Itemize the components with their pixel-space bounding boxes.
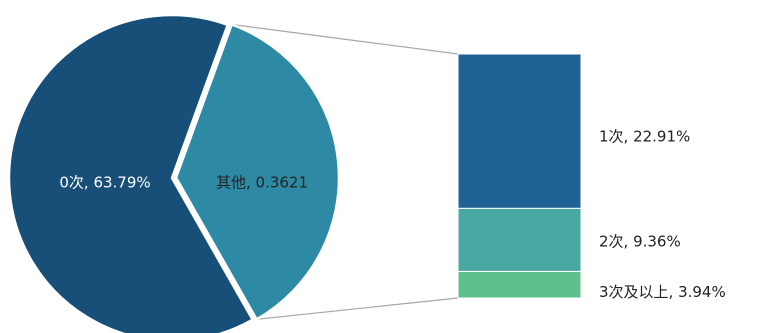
bar-segment-label-0: 1次, 22.91%: [599, 128, 690, 146]
pie-group: [7, 13, 341, 333]
bar-segment-2: [457, 270, 582, 299]
connector-line-top: [231, 23, 459, 55]
pie-slice-1: [174, 23, 341, 321]
bar-segment-label-1: 2次, 9.36%: [599, 232, 681, 250]
bar-segment-0: [457, 53, 582, 209]
label-group: 0次, 63.79% 其他, 0.3621 1次, 22.91% 2次, 9.3…: [59, 128, 725, 302]
connector-line-bottom: [256, 297, 459, 320]
stacked-bar-group: [457, 53, 582, 299]
pie-slice-label-0: 0次, 63.79%: [59, 174, 150, 192]
bar-segment-label-2: 3次及以上, 3.94%: [599, 283, 726, 301]
connector-lines: [231, 23, 459, 320]
bar-segment-1: [457, 207, 582, 272]
pie-slice-0: [7, 13, 254, 333]
pie-slice-label-1: 其他, 0.3621: [216, 174, 308, 192]
